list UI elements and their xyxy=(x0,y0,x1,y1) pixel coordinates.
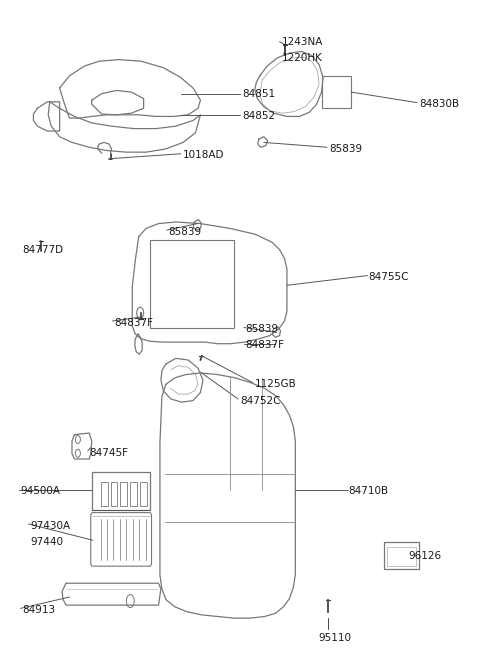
Text: 1220HK: 1220HK xyxy=(282,53,323,63)
Bar xyxy=(387,547,416,566)
Text: 84752C: 84752C xyxy=(240,396,280,405)
Text: 1018AD: 1018AD xyxy=(183,151,225,160)
Bar xyxy=(322,76,351,108)
Text: 85839: 85839 xyxy=(168,227,202,236)
Text: 84851: 84851 xyxy=(242,88,276,99)
Bar xyxy=(110,481,118,506)
Bar xyxy=(140,481,147,506)
Text: 84755C: 84755C xyxy=(369,272,409,282)
Text: 85839: 85839 xyxy=(245,324,278,334)
Text: 84852: 84852 xyxy=(242,111,276,121)
Text: 84830B: 84830B xyxy=(419,100,459,109)
Text: 85839: 85839 xyxy=(329,144,362,154)
Text: 84710B: 84710B xyxy=(349,487,389,496)
Text: 1125GB: 1125GB xyxy=(255,379,297,389)
Text: 84837F: 84837F xyxy=(114,318,153,328)
Text: 97430A: 97430A xyxy=(30,521,70,531)
Text: 96126: 96126 xyxy=(408,552,441,561)
Text: 95110: 95110 xyxy=(318,633,351,643)
Text: 94500A: 94500A xyxy=(20,487,60,496)
Bar xyxy=(120,481,127,506)
Bar xyxy=(150,240,234,328)
Text: 97440: 97440 xyxy=(30,537,63,547)
Bar xyxy=(130,481,137,506)
Text: 84777D: 84777D xyxy=(23,246,64,255)
Bar xyxy=(101,481,108,506)
Text: 1243NA: 1243NA xyxy=(282,37,324,47)
Text: 84913: 84913 xyxy=(23,605,56,615)
Text: 84837F: 84837F xyxy=(245,341,284,350)
Text: 84745F: 84745F xyxy=(89,447,128,458)
